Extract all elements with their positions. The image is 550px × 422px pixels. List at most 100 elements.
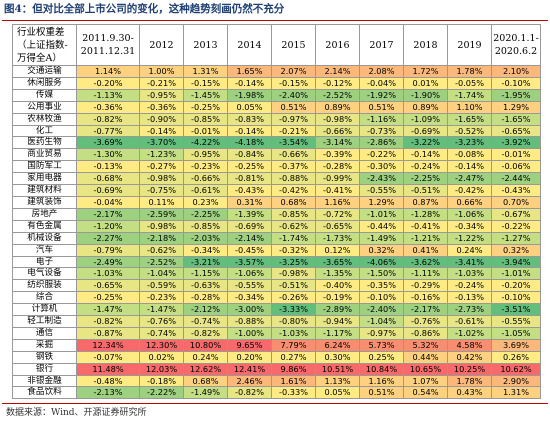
- value-cell: -0.82%: [227, 386, 272, 400]
- value-cell: -0.28%: [183, 291, 228, 305]
- value-cell: -0.14%: [227, 76, 272, 90]
- value-cell: -1.05%: [491, 326, 541, 340]
- value-cell: -0.45%: [227, 243, 272, 257]
- table-row: 轻工制造 -0.82% -0.76% -0.74% -0.88% -0.80% -0.94%…: [12, 315, 541, 328]
- industry-name: 机械设备: [12, 231, 77, 245]
- industry-name: 计算机: [12, 303, 77, 317]
- value-cell: -1.45%: [183, 88, 228, 102]
- industry-name: 轻工制造: [12, 315, 77, 328]
- value-cell: -1.06%: [227, 267, 272, 281]
- table-row: 采掘 12.34% 12.30% 10.80% 9.65% 7.79% 6.24% 5.73%…: [12, 338, 541, 352]
- value-cell: -0.66%: [315, 124, 360, 138]
- value-cell: -2.14%: [227, 231, 272, 245]
- value-cell: 1.31%: [491, 386, 541, 400]
- value-cell: 10.65%: [403, 362, 448, 376]
- value-cell: -0.51%: [403, 184, 448, 197]
- value-cell: -2.89%: [315, 303, 360, 317]
- value-cell: -2.43%: [359, 172, 404, 186]
- figure-title: 图4：但对比全部上市公司的变化，这种趋势刻画仍然不充分: [4, 3, 285, 15]
- value-cell: -0.61%: [183, 184, 228, 197]
- value-cell: -0.65%: [315, 219, 360, 233]
- value-cell: 0.89%: [315, 100, 360, 114]
- value-cell: -2.27%: [76, 231, 140, 245]
- value-cell: -2.12%: [183, 303, 228, 317]
- value-cell: 10.80%: [183, 338, 228, 352]
- value-cell: -0.19%: [315, 291, 360, 305]
- industry-name: 综合: [12, 291, 77, 305]
- value-cell: -0.69%: [76, 184, 140, 197]
- value-cell: 0.24%: [447, 243, 492, 257]
- header-line: 2020.6.2: [494, 46, 538, 57]
- value-cell: -1.47%: [139, 303, 184, 317]
- value-cell: -0.98%: [139, 172, 184, 186]
- value-cell: -0.40%: [315, 279, 360, 293]
- value-cell: -0.26%: [271, 291, 316, 305]
- value-cell: -0.10%: [491, 291, 541, 305]
- value-cell: 0.68%: [271, 195, 316, 209]
- value-cell: 0.70%: [491, 195, 541, 209]
- industry-name: 农林牧渔: [12, 112, 77, 126]
- table-row: 房地产 -2.17% -2.59% -2.25% -1.39% -0.85% -0.72% -…: [12, 207, 541, 221]
- value-cell: -3.21%: [183, 255, 228, 269]
- header-line: 2013: [193, 39, 218, 51]
- value-cell: 0.30%: [315, 350, 360, 364]
- value-cell: -1.04%: [359, 315, 404, 328]
- industry-name: 房地产: [12, 207, 77, 221]
- value-cell: 10.25%: [447, 362, 492, 376]
- value-cell: -2.59%: [139, 207, 184, 221]
- value-cell: 12.03%: [139, 362, 184, 376]
- value-cell: -0.62%: [139, 243, 184, 257]
- value-cell: -0.59%: [139, 279, 184, 293]
- value-cell: 1.29%: [491, 100, 541, 114]
- value-cell: -3.41%: [447, 255, 492, 269]
- industry-name: 电气设备: [12, 267, 77, 281]
- value-cell: 0.89%: [403, 100, 448, 114]
- value-cell: -0.22%: [359, 148, 404, 162]
- header-period: 2018: [403, 24, 448, 66]
- value-cell: -0.22%: [491, 219, 541, 233]
- value-cell: -1.74%: [271, 231, 316, 245]
- header-industry: 行业权重差 （上证指数- 万得全A）: [12, 24, 77, 66]
- value-cell: 0.26%: [491, 350, 541, 364]
- value-cell: 2.14%: [315, 65, 360, 78]
- value-cell: -0.80%: [271, 315, 316, 328]
- value-cell: -0.95%: [139, 88, 184, 102]
- value-cell: -0.20%: [76, 76, 140, 90]
- value-cell: -0.94%: [315, 315, 360, 328]
- value-cell: -3.00%: [227, 303, 272, 317]
- value-cell: -0.55%: [491, 315, 541, 328]
- value-cell: -0.88%: [227, 315, 272, 328]
- value-cell: -0.72%: [315, 207, 360, 221]
- header-line: 2014: [237, 39, 262, 51]
- value-cell: -0.37%: [271, 160, 316, 174]
- header-period: 2011.9.30- 2011.12.31: [76, 24, 140, 66]
- header-line: 行业权重差: [17, 26, 65, 38]
- value-cell: 0.42%: [447, 350, 492, 364]
- value-cell: -1.90%: [403, 88, 448, 102]
- value-cell: 11.48%: [76, 362, 140, 376]
- value-cell: -3.54%: [271, 136, 316, 150]
- table-row: 有色金属 -1.20% -0.98% -0.85% -0.69% -0.62% -0.65%…: [12, 219, 541, 233]
- table-row: 建筑装饰 -0.04% 0.11% 0.23% 0.31% 0.68% 1.16% 1.29%…: [12, 195, 541, 209]
- value-cell: -0.84%: [227, 148, 272, 162]
- value-cell: 2.08%: [359, 65, 404, 78]
- table-row: 农林牧渔 -0.82% -0.90% -0.85% -0.83% -0.97% -0.98%…: [12, 112, 541, 126]
- header-period: 2015: [271, 24, 316, 66]
- value-cell: -0.82%: [183, 326, 228, 340]
- value-cell: -1.95%: [491, 88, 541, 102]
- value-cell: 0.51%: [359, 386, 404, 400]
- table-row: 电子 -2.49% -2.52% -3.21% -3.57% -3.25% -3.65% -4…: [12, 255, 541, 269]
- value-cell: -2.49%: [76, 255, 140, 269]
- value-cell: -2.25%: [403, 172, 448, 186]
- value-cell: -0.28%: [315, 160, 360, 174]
- value-cell: -0.10%: [491, 76, 541, 90]
- value-cell: 0.44%: [403, 350, 448, 364]
- table-row: 传媒 -1.13% -0.95% -1.45% -1.98% -2.40% -2.52% -1…: [12, 88, 541, 102]
- value-cell: -1.03%: [447, 267, 492, 281]
- value-cell: -1.09%: [403, 112, 448, 126]
- table-row: 通信 -0.87% -0.74% -0.82% -1.00% -1.03% -1.17% -0…: [12, 326, 541, 340]
- value-cell: -0.13%: [76, 160, 140, 174]
- value-cell: -0.65%: [491, 124, 541, 138]
- value-cell: -1.15%: [183, 267, 228, 281]
- value-cell: -0.75%: [139, 184, 184, 197]
